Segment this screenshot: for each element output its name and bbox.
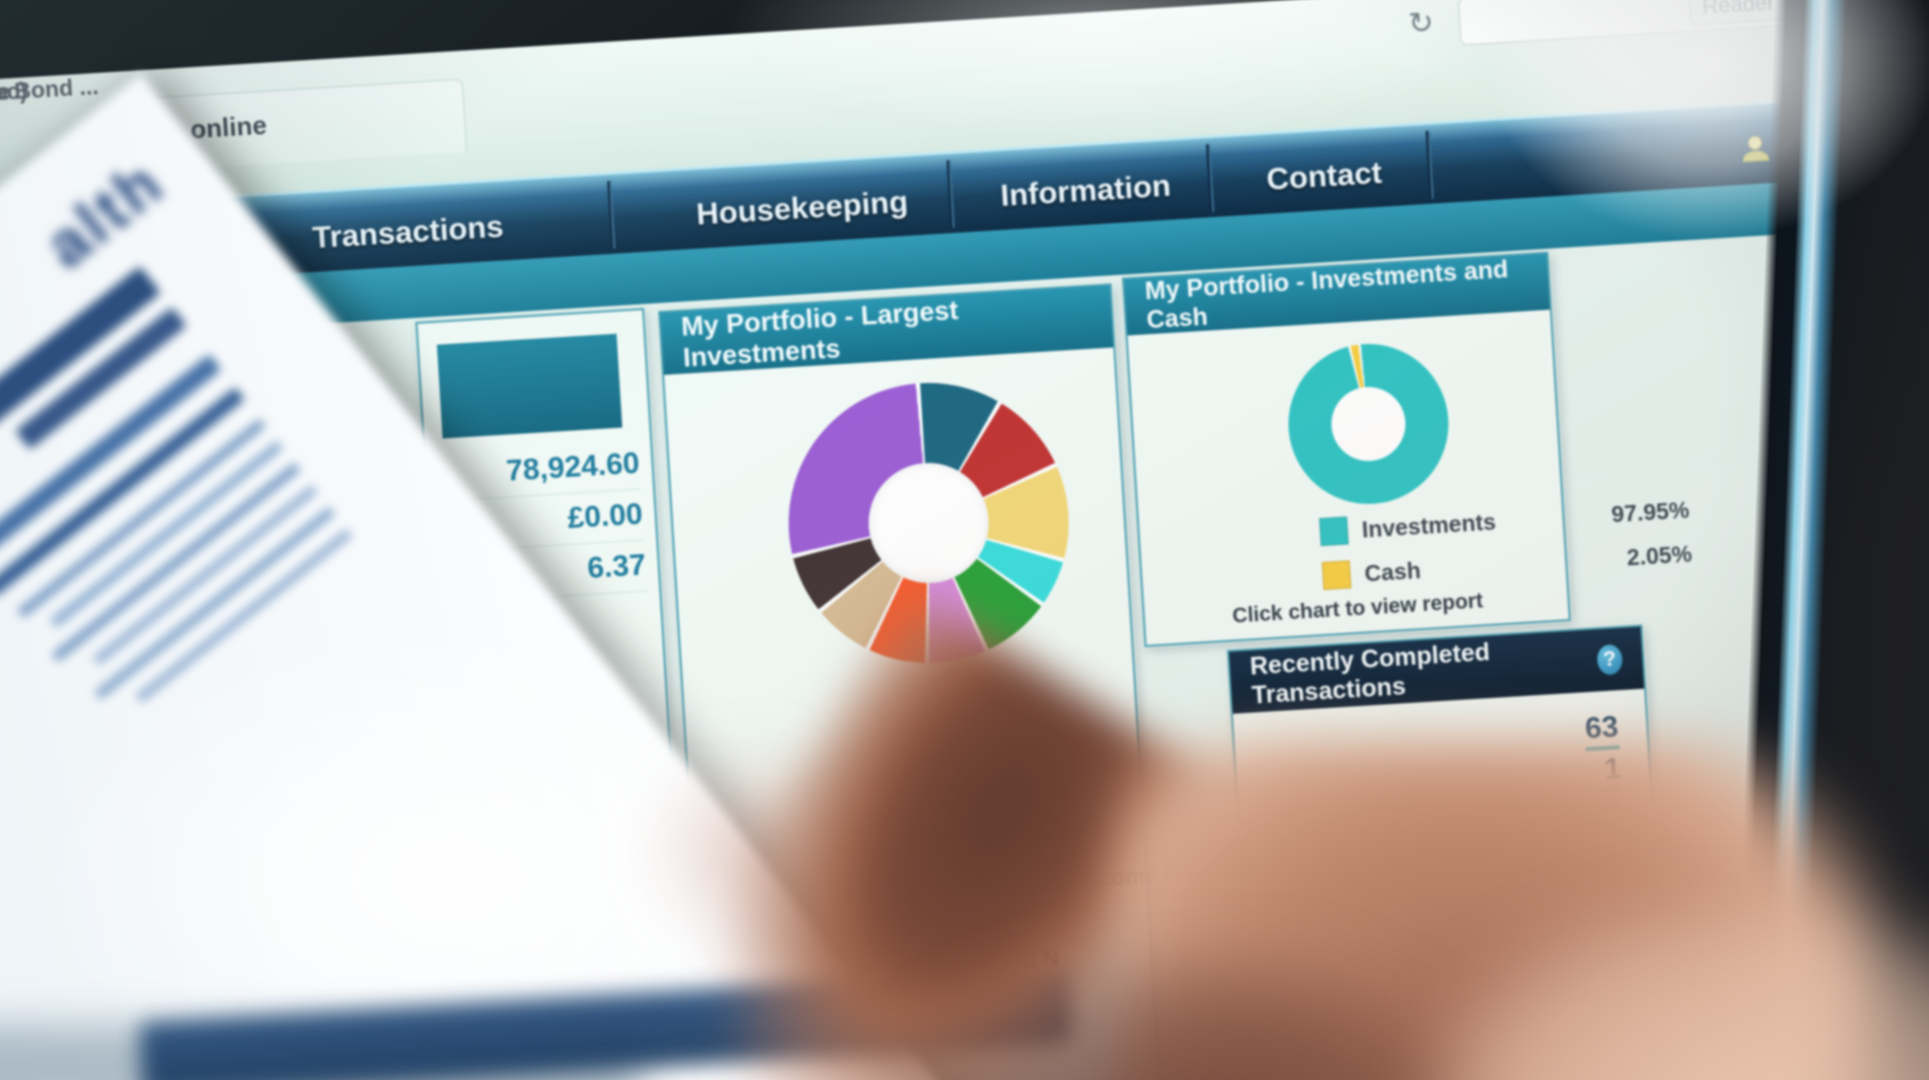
account-summary-panel: 78,924.60 £0.00 6.37 <box>415 307 679 885</box>
transaction-count-row[interactable]: 0 <box>1503 792 1625 838</box>
browser-tab-title: online <box>189 109 268 145</box>
recent-transactions-header: Recently Completed Transactions ? <box>1229 626 1645 714</box>
summary-value: 6.37 <box>441 540 648 604</box>
help-icon[interactable]: ? <box>1596 643 1624 676</box>
transaction-count-row[interactable]: 1 <box>1500 752 1623 798</box>
nav-item-housekeeping[interactable]: Housekeeping <box>695 183 909 232</box>
nav-item-information[interactable]: Information <box>999 167 1172 213</box>
account-summary-header-block <box>436 333 623 439</box>
nav-divider <box>607 180 614 249</box>
investment-legend-row: ld N <box>1014 943 1060 973</box>
nav-divider <box>1425 130 1432 199</box>
donut-hole <box>865 459 993 587</box>
legend-value: 2.05% <box>1626 540 1693 570</box>
recent-transactions-title: Recently Completed Transactions <box>1249 638 1491 710</box>
nav-item-contact[interactable]: Contact <box>1265 154 1383 197</box>
legend-label: Cash <box>1363 556 1422 586</box>
transaction-count[interactable]: 63 <box>1584 710 1620 746</box>
transaction-count-row[interactable]: 63 <box>1498 710 1620 756</box>
browser-tab[interactable]: online <box>141 78 468 172</box>
account-summary-values: 78,924.60 £0.00 6.37 <box>435 438 648 604</box>
nav-divider <box>946 160 953 229</box>
legend-value: 97.95% <box>1610 496 1691 527</box>
donut-hole <box>1329 384 1408 464</box>
nav-divider <box>1206 144 1213 213</box>
investments-swatch <box>1319 516 1349 547</box>
nav-item-transactions[interactable]: Transactions <box>311 208 505 256</box>
transaction-count[interactable]: 0 <box>1605 792 1625 827</box>
transaction-count[interactable]: 1 <box>1603 752 1622 787</box>
address-bar[interactable]: Reader <box>1457 0 1800 46</box>
largest-investments-title: My Portfolio - Largest Investments <box>660 285 1114 375</box>
cash-swatch <box>1321 560 1352 591</box>
reload-icon[interactable]: ↻ <box>1407 6 1435 41</box>
recent-transactions-panel: Recently Completed Transactions ? <box>1226 624 1672 1080</box>
